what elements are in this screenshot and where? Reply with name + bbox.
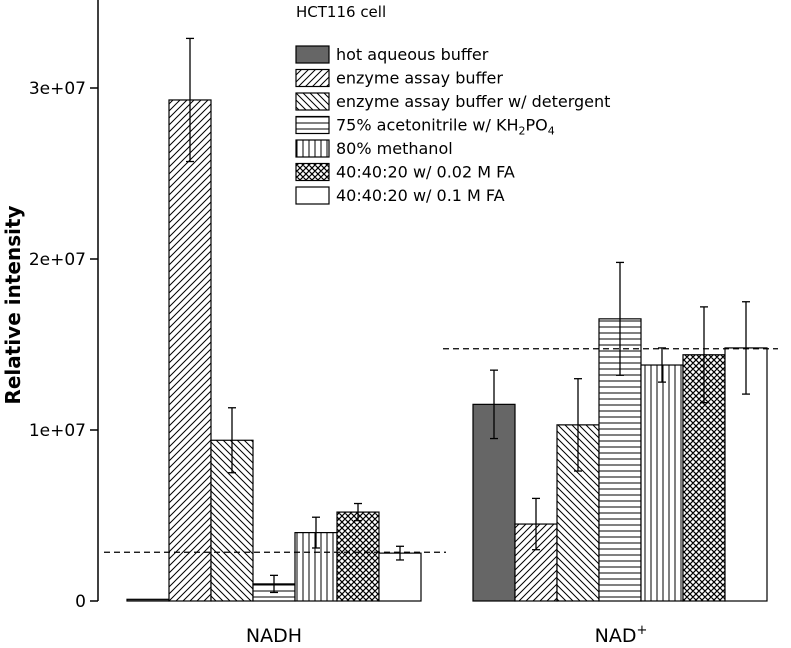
legend-swatch [295, 68, 330, 88]
y-tick-label: 2e+07 [29, 250, 86, 270]
legend-label: enzyme assay buffer [336, 69, 503, 88]
y-tick-label: 0 [75, 592, 86, 612]
category-label: NADH [246, 625, 302, 647]
category-label: NAD+ [595, 623, 648, 647]
legend-swatch [295, 186, 330, 205]
reference-lines-group [104, 348, 778, 553]
legend-label: 40:40:20 w/ 0.02 M FA [336, 163, 515, 182]
legend-label: hot aqueous buffer [336, 45, 489, 64]
error-bars-group [186, 37, 750, 594]
bar-solid-gray-0 [126, 598, 170, 602]
bar-crosshatch-0 [336, 511, 380, 602]
legend-label: enzyme assay buffer w/ detergent [336, 92, 610, 111]
legend-label: 75% acetonitrile w/ KH2PO4 [336, 116, 555, 138]
legend-swatch [295, 92, 330, 111]
category-labels: NADH NAD+ [246, 623, 647, 647]
legend-swatch [295, 162, 330, 182]
y-axis-ticks: 0 1e+07 2e+07 3e+07 [29, 79, 98, 612]
legend-label: 40:40:20 w/ 0.1 M FA [336, 186, 505, 205]
legend-swatch [295, 115, 330, 135]
y-tick-label: 1e+07 [29, 421, 86, 441]
bar-diag-up-0 [168, 99, 212, 602]
legend-swatch [295, 45, 330, 64]
legend-swatch [295, 139, 330, 158]
chart-title: HCT116 cell [296, 3, 386, 21]
bars-group [126, 99, 768, 602]
y-axis-title: Relative intensity [1, 205, 25, 404]
y-tick-label: 3e+07 [29, 79, 86, 99]
legend: hot aqueous buffer enzyme assay buffer enz… [295, 45, 610, 205]
bar-vertical-1 [640, 364, 684, 602]
bar-white-0 [378, 552, 422, 602]
legend-label: 80% methanol [336, 139, 453, 158]
